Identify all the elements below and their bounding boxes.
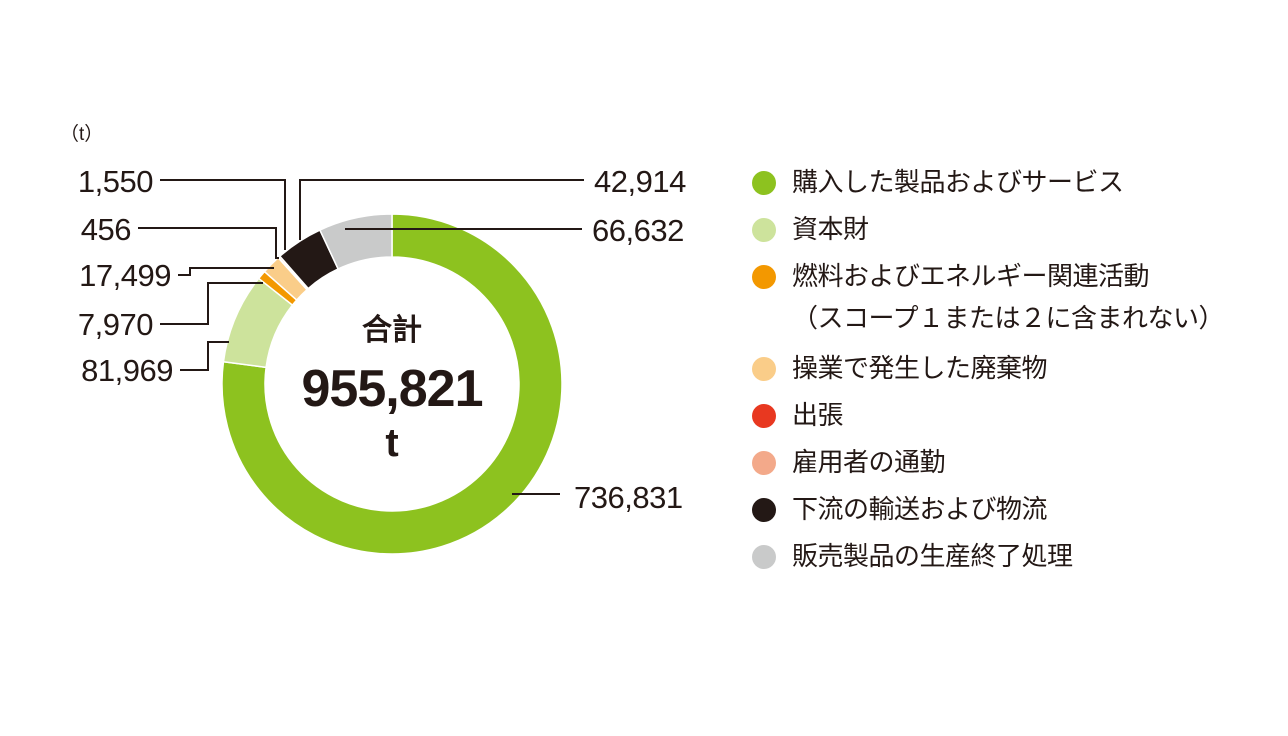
leader-line-4 <box>138 227 279 259</box>
legend-swatch-7 <box>752 545 776 569</box>
value-label-0: 736,831 <box>574 480 683 515</box>
legend-label-5: 雇用者の通勤 <box>792 448 946 478</box>
legend-label-7: 販売製品の生産終了処理 <box>792 542 1073 572</box>
legend-item-1: 資本財 <box>752 209 1224 256</box>
leader-line-6 <box>299 179 584 240</box>
legend-label-1: 資本財 <box>792 215 869 245</box>
donut-slice-7 <box>318 213 393 270</box>
value-label-7: 66,632 <box>592 213 684 248</box>
legend-item-2: 燃料およびエネルギー関連活動 （スコープ１または２に含まれない） <box>752 256 1224 348</box>
legend-swatch-2 <box>752 265 776 289</box>
legend-label-4: 出張 <box>792 401 844 431</box>
leader-line-1 <box>180 341 229 371</box>
center-unit: t <box>385 421 398 465</box>
legend-swatch-5 <box>752 451 776 475</box>
value-labels: 736,831 81,969 7,970 17,499 456 1,550 42,914 66… <box>78 164 687 515</box>
unit-label: （t） <box>60 123 103 145</box>
value-label-5: 1,550 <box>78 164 153 199</box>
legend: 購入した製品およびサービス 資本財燃料およびエネルギー関連活動 （スコープ１または… <box>752 162 1224 583</box>
leader-lines <box>138 179 584 495</box>
legend-item-5: 雇用者の通勤 <box>752 442 1224 489</box>
legend-label-0: 購入した製品およびサービス <box>792 168 1124 198</box>
leader-line-2 <box>160 282 263 325</box>
value-label-4: 456 <box>81 212 131 247</box>
value-label-1: 81,969 <box>81 353 173 388</box>
value-label-2: 7,970 <box>78 307 153 342</box>
leader-line-3 <box>178 267 274 276</box>
legend-swatch-0 <box>752 171 776 195</box>
value-label-3: 17,499 <box>79 258 171 293</box>
legend-item-0: 購入した製品およびサービス <box>752 162 1224 209</box>
legend-swatch-4 <box>752 404 776 428</box>
leader-line-5 <box>160 179 286 250</box>
center-total: 955,821 <box>302 360 483 418</box>
legend-label-6: 下流の輸送および物流 <box>792 495 1048 525</box>
donut-slice-0 <box>221 213 563 555</box>
legend-item-4: 出張 <box>752 395 1224 442</box>
legend-swatch-3 <box>752 357 776 381</box>
donut-slices <box>221 213 563 555</box>
value-label-6: 42,914 <box>594 164 686 199</box>
legend-swatch-1 <box>752 218 776 242</box>
legend-item-7: 販売製品の生産終了処理 <box>752 536 1224 583</box>
legend-item-3: 操業で発生した廃棄物 <box>752 348 1224 395</box>
legend-label-3: 操業で発生した廃棄物 <box>792 354 1048 384</box>
center-label: 合計 <box>362 313 422 348</box>
legend-swatch-6 <box>752 498 776 522</box>
legend-item-6: 下流の輸送および物流 <box>752 489 1224 536</box>
legend-label-2: 燃料およびエネルギー関連活動 （スコープ１または２に含まれない） <box>792 262 1224 334</box>
